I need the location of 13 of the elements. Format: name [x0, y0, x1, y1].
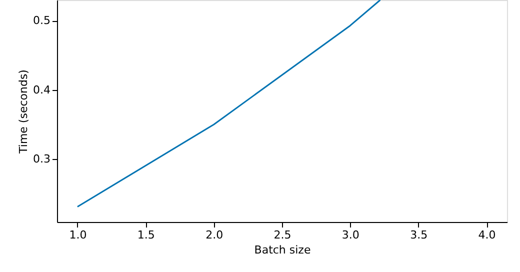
- x-tick-label: 3.5: [410, 228, 428, 242]
- y-tick-label: 0.3: [33, 152, 50, 166]
- x-tick-label: 4.0: [478, 228, 496, 242]
- x-axis-title: Batch size: [254, 244, 311, 256]
- y-tick-label: 0.4: [33, 83, 50, 96]
- line-series: [76, 0, 381, 208]
- y-tick-label: 0.5: [33, 14, 50, 28]
- x-tick-label: 1.0: [69, 228, 87, 242]
- x-tick-label: 1.5: [137, 228, 155, 242]
- y-axis-title: Time (seconds): [17, 70, 30, 154]
- x-tick-label: 2.0: [206, 228, 224, 242]
- x-tick-label: 2.5: [274, 228, 292, 242]
- x-tick-label: 3.0: [342, 228, 360, 242]
